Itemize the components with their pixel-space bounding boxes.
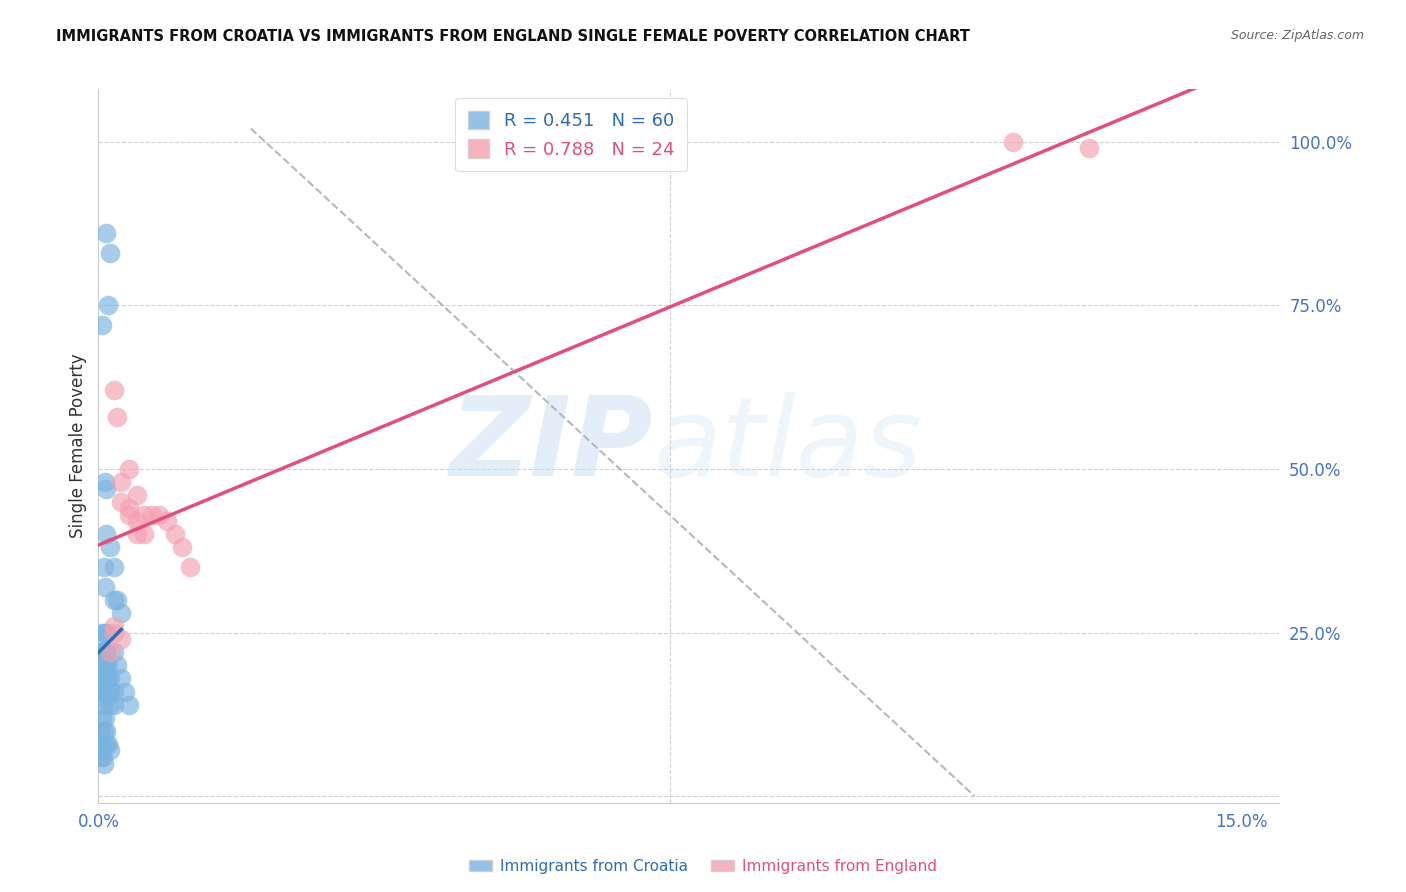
Point [148, 508, 170, 522]
Point [134, 527, 156, 541]
Point [93, 625, 115, 640]
Point [90, 672, 112, 686]
Point [91, 684, 114, 698]
Point [93, 475, 115, 489]
Point [94, 580, 117, 594]
Point [94, 658, 117, 673]
Point [110, 494, 132, 508]
Point [93, 711, 115, 725]
Point [94, 226, 117, 240]
Point [98, 743, 121, 757]
Point [118, 508, 141, 522]
Point [94, 672, 117, 686]
Point [103, 625, 125, 640]
Point [94, 723, 117, 738]
Point [114, 684, 136, 698]
Point [91, 318, 114, 332]
Point [93, 645, 115, 659]
Point [103, 384, 125, 398]
Point [110, 632, 132, 647]
Point [103, 592, 125, 607]
Point [97, 298, 120, 312]
Point [91, 698, 114, 712]
Point [98, 672, 121, 686]
Text: Source: ZipAtlas.com: Source: ZipAtlas.com [1230, 29, 1364, 42]
Point [93, 723, 115, 738]
Point [97, 684, 120, 698]
Point [91, 743, 114, 757]
Y-axis label: Single Female Poverty: Single Female Poverty [69, 354, 87, 538]
Point [103, 619, 125, 633]
Point [91, 743, 114, 757]
Point [91, 750, 114, 764]
Point [93, 756, 115, 771]
Point [94, 625, 117, 640]
Point [107, 409, 129, 424]
Point [91, 658, 114, 673]
Point [90, 684, 112, 698]
Point [125, 514, 148, 528]
Point [94, 482, 117, 496]
Point [98, 245, 121, 260]
Point [98, 698, 121, 712]
Point [98, 541, 121, 555]
Point [90, 750, 112, 764]
Point [94, 527, 117, 541]
Point [98, 645, 121, 659]
Point [91, 711, 114, 725]
Legend: Immigrants from Croatia, Immigrants from England: Immigrants from Croatia, Immigrants from… [464, 853, 942, 880]
Point [89, 645, 111, 659]
Point [1078, 141, 1101, 155]
Point [103, 698, 125, 712]
Point [1001, 135, 1024, 149]
Point [103, 684, 125, 698]
Point [91, 645, 114, 659]
Legend: R = 0.451   N = 60, R = 0.788   N = 24: R = 0.451 N = 60, R = 0.788 N = 24 [456, 98, 686, 171]
Text: atlas: atlas [654, 392, 922, 500]
Point [141, 508, 163, 522]
Point [118, 698, 141, 712]
Point [90, 723, 112, 738]
Point [125, 527, 148, 541]
Point [90, 737, 112, 751]
Point [94, 645, 117, 659]
Point [93, 658, 115, 673]
Point [103, 645, 125, 659]
Point [91, 625, 114, 640]
Text: ZIP: ZIP [450, 392, 654, 500]
Point [110, 672, 132, 686]
Point [91, 672, 114, 686]
Point [93, 645, 115, 659]
Point [118, 462, 141, 476]
Point [97, 737, 120, 751]
Point [172, 541, 194, 555]
Point [156, 514, 179, 528]
Point [125, 488, 148, 502]
Point [97, 658, 120, 673]
Point [118, 501, 141, 516]
Point [93, 560, 115, 574]
Text: IMMIGRANTS FROM CROATIA VS IMMIGRANTS FROM ENGLAND SINGLE FEMALE POVERTY CORRELA: IMMIGRANTS FROM CROATIA VS IMMIGRANTS FR… [56, 29, 970, 44]
Point [90, 658, 112, 673]
Point [107, 658, 129, 673]
Point [90, 691, 112, 706]
Point [134, 508, 156, 522]
Point [98, 684, 121, 698]
Point [107, 592, 129, 607]
Point [110, 606, 132, 620]
Point [163, 527, 186, 541]
Point [103, 560, 125, 574]
Point [179, 560, 201, 574]
Point [110, 475, 132, 489]
Point [94, 737, 117, 751]
Point [97, 672, 120, 686]
